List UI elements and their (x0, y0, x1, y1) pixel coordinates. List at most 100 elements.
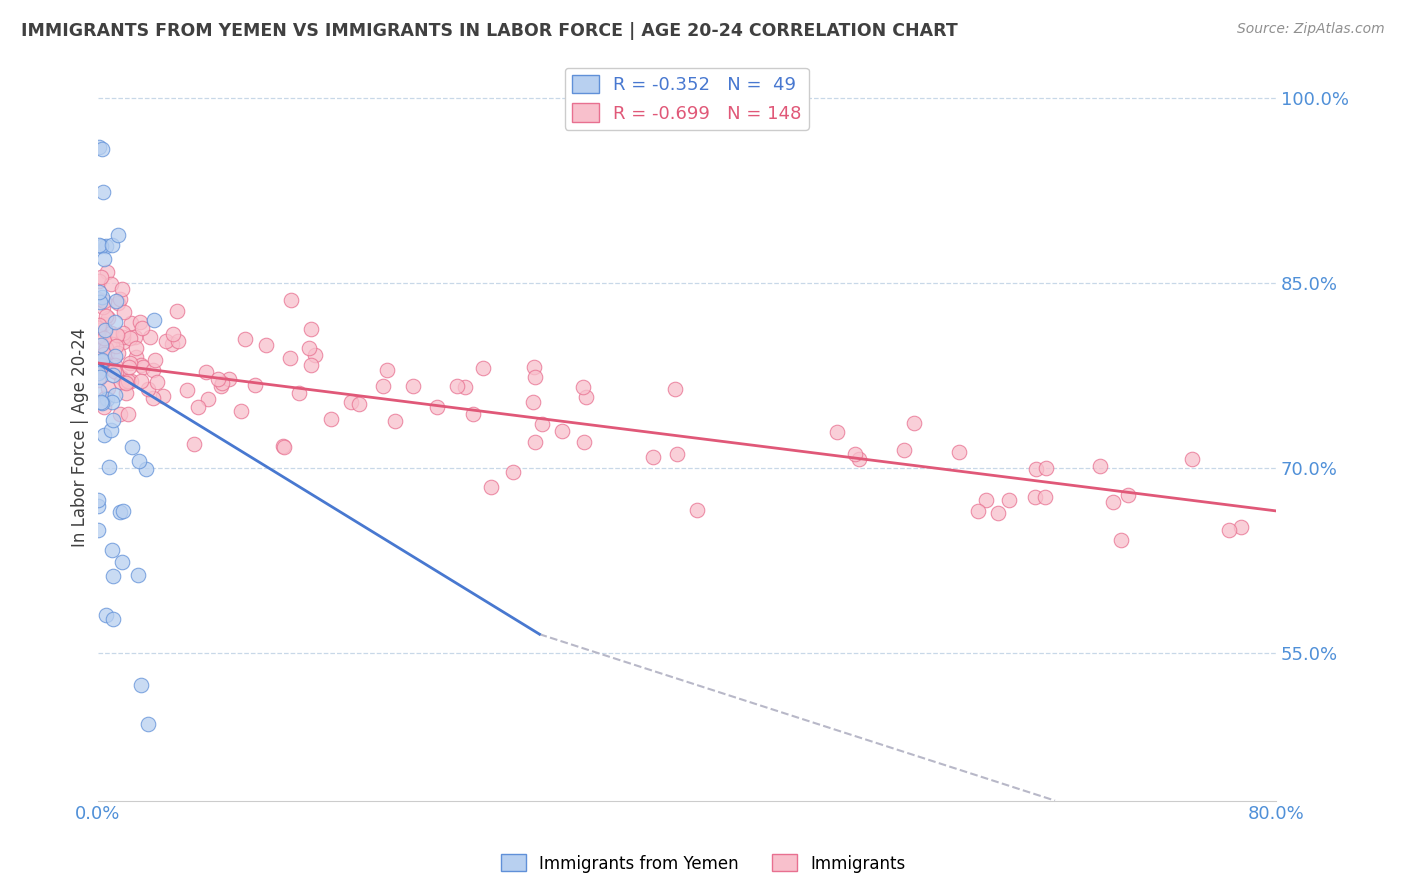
Point (91, 300, 114, 314)
Point (166, 304, 188, 318)
Point (101, 413, 124, 427)
Point (100, 543, 122, 558)
Point (93, 347, 115, 361)
Point (107, 296, 129, 310)
Point (115, 386, 138, 401)
Point (114, 376, 136, 390)
Point (142, 313, 165, 327)
Point (104, 339, 127, 353)
Point (94, 323, 117, 337)
Point (155, 334, 177, 348)
Point (1035, 461, 1057, 475)
Point (825, 425, 848, 439)
Point (523, 359, 546, 374)
Point (115, 376, 138, 390)
Point (522, 395, 544, 409)
Point (132, 359, 155, 374)
Point (139, 329, 162, 343)
Point (254, 338, 277, 352)
Point (243, 378, 266, 392)
Point (112, 504, 135, 518)
Point (100, 277, 122, 291)
Point (87, 367, 110, 381)
Point (572, 380, 595, 394)
Point (402, 379, 425, 393)
Point (1116, 488, 1139, 502)
Point (120, 374, 142, 388)
Point (127, 568, 149, 582)
Point (104, 388, 127, 402)
Point (112, 330, 135, 344)
Point (321, 411, 343, 425)
Point (299, 322, 322, 336)
Point (974, 492, 997, 507)
Point (209, 379, 232, 393)
Point (278, 351, 301, 366)
Point (94, 608, 117, 623)
Point (903, 416, 925, 430)
Point (987, 506, 1010, 520)
Point (111, 282, 134, 296)
Point (104, 293, 127, 308)
Point (997, 493, 1019, 508)
Point (686, 503, 709, 517)
Point (90, 239, 112, 253)
Point (89, 295, 111, 310)
Point (665, 447, 688, 461)
Point (118, 360, 141, 375)
Point (574, 435, 596, 450)
Point (129, 678, 152, 692)
Point (187, 401, 209, 415)
Point (97, 381, 120, 395)
Point (101, 337, 124, 351)
Point (87, 373, 110, 387)
Point (523, 370, 546, 384)
Point (97, 311, 120, 326)
Point (100, 395, 122, 409)
Point (93, 340, 115, 354)
Point (183, 437, 205, 451)
Point (90, 358, 112, 372)
Point (454, 379, 477, 393)
Point (848, 452, 870, 467)
Point (384, 414, 406, 428)
Point (111, 555, 134, 569)
Point (105, 327, 128, 342)
Point (197, 392, 219, 407)
Point (87, 523, 110, 537)
Point (120, 316, 142, 330)
Point (96, 346, 118, 360)
Point (89, 363, 111, 377)
Point (89, 370, 111, 384)
Point (104, 315, 127, 329)
Point (273, 440, 295, 454)
Point (844, 448, 866, 462)
Point (1218, 523, 1240, 537)
Point (90, 353, 112, 368)
Point (94, 392, 117, 406)
Point (93, 356, 115, 370)
Point (1033, 491, 1056, 505)
Point (101, 238, 124, 252)
Point (125, 341, 148, 355)
Point (128, 315, 150, 329)
Point (160, 336, 183, 351)
Point (551, 424, 574, 438)
Point (152, 388, 174, 402)
Point (111, 326, 134, 340)
Point (1181, 452, 1204, 467)
Point (100, 423, 122, 437)
Point (98, 460, 121, 475)
Point (471, 360, 494, 375)
Point (105, 365, 128, 379)
Point (531, 417, 554, 431)
Point (87, 499, 110, 513)
Point (108, 505, 131, 519)
Point (87, 323, 110, 337)
Point (373, 378, 395, 392)
Point (136, 717, 159, 731)
Point (120, 356, 142, 370)
Point (643, 450, 665, 465)
Point (108, 407, 131, 421)
Point (110, 376, 132, 390)
